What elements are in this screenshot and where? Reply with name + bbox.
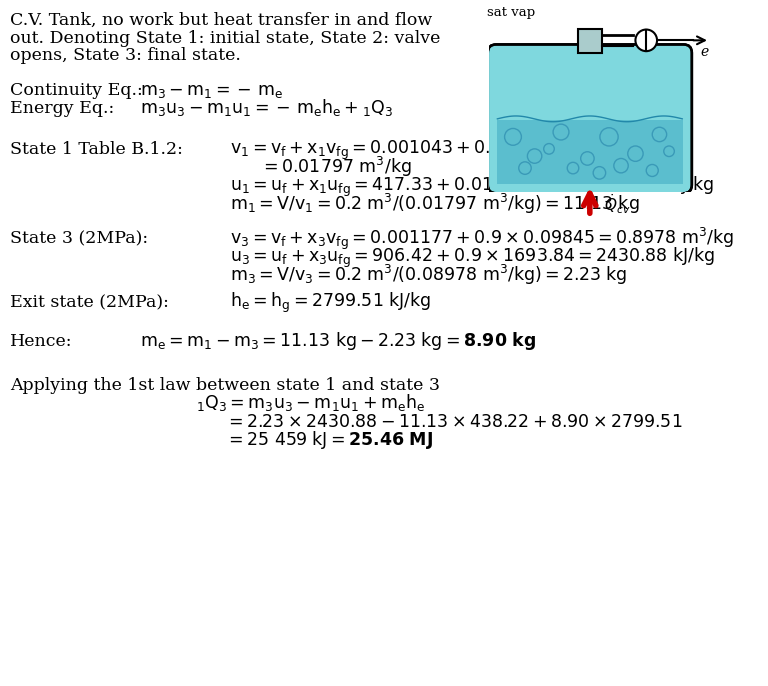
Text: $\mathrm{v_3 = v_f + x_3 v_{fg} = 0.001177 + 0.9 \times 0.09845 = 0.8978\ m^3/kg: $\mathrm{v_3 = v_f + x_3 v_{fg} = 0.0011… — [230, 225, 735, 252]
Text: $\mathrm{m_3 = V/v_3 = 0.2\ m^3/(0.08978\ m^3/kg) = 2.23\ kg}$: $\mathrm{m_3 = V/v_3 = 0.2\ m^3/(0.08978… — [230, 263, 628, 287]
Text: Applying the 1st law between state 1 and state 3: Applying the 1st law between state 1 and… — [10, 377, 440, 394]
Text: Energy Eq.:: Energy Eq.: — [10, 99, 114, 117]
Text: $\mathrm{m_e = m_1 - m_3 = 11.13\ kg - 2.23\ kg = \mathbf{8.90\ kg}}$: $\mathrm{m_e = m_1 - m_3 = 11.13\ kg - 2… — [140, 331, 536, 353]
Text: Exit state (2MPa):: Exit state (2MPa): — [10, 294, 169, 311]
Text: $\mathrm{h_e = h_g = 2799.51\ kJ/kg}$: $\mathrm{h_e = h_g = 2799.51\ kJ/kg}$ — [230, 291, 432, 316]
Text: out. Denoting State 1: initial state, State 2: valve: out. Denoting State 1: initial state, St… — [10, 29, 440, 47]
Text: $\mathrm{= 2.23 \times 2430.88 - 11.13 \times 438.22 + 8.90 \times 2799.51}$: $\mathrm{= 2.23 \times 2430.88 - 11.13 \… — [225, 413, 683, 431]
Text: State 1 Table B.1.2:: State 1 Table B.1.2: — [10, 141, 183, 158]
Text: $\mathrm{= 25\ 459\ kJ = \mathbf{25.46\ MJ}}$: $\mathrm{= 25\ 459\ kJ = \mathbf{25.46\ … — [225, 429, 433, 451]
Text: $\mathrm{m_1 = V/v_1 = 0.2\ m^3/(0.01797\ m^3/kg) = 11.13\ kg}$: $\mathrm{m_1 = V/v_1 = 0.2\ m^3/(0.01797… — [230, 192, 640, 216]
Text: $\mathrm{{_1}Q_3 = m_3 u_3 - m_1 u_1 + m_e h_e}$: $\mathrm{{_1}Q_3 = m_3 u_3 - m_1 u_1 + m… — [196, 392, 425, 413]
Text: $\mathrm{u_3 = u_f + x_3 u_{fg} = 906.42 + 0.9 \times 1693.84 = 2430.88\ kJ/kg}$: $\mathrm{u_3 = u_f + x_3 u_{fg} = 906.42… — [230, 246, 716, 270]
Text: opens, State 3: final state.: opens, State 3: final state. — [10, 47, 241, 64]
Text: C.V. Tank, no work but heat transfer in and flow: C.V. Tank, no work but heat transfer in … — [10, 12, 432, 29]
Text: $\mathrm{m_3 - m_1 = -\,m_e}$: $\mathrm{m_3 - m_1 = -\,m_e}$ — [140, 82, 283, 99]
Text: $\mathrm{u_1 = u_f + x_1 u_{fg} = 417.33 + 0.01 \times 2088.72 = 438.22\ kJ/kg}$: $\mathrm{u_1 = u_f + x_1 u_{fg} = 417.33… — [230, 175, 714, 200]
Text: $\mathrm{v_1 = v_f + x_1 v_{fg} = 0.001043 + 0.01 \times 1.69296}$: $\mathrm{v_1 = v_f + x_1 v_{fg} = 0.0010… — [230, 139, 607, 163]
Text: $\mathrm{= 0.01797\ m^3/kg}$: $\mathrm{= 0.01797\ m^3/kg}$ — [260, 155, 411, 179]
Text: Continuity Eq.:: Continuity Eq.: — [10, 82, 143, 99]
Text: Hence:: Hence: — [10, 333, 72, 351]
Text: State 3 (2MPa):: State 3 (2MPa): — [10, 230, 148, 248]
Text: $\mathrm{m_3 u_3 - m_1 u_1 = -\,m_e h_e + {_1}Q_3}$: $\mathrm{m_3 u_3 - m_1 u_1 = -\,m_e h_e … — [140, 97, 392, 117]
